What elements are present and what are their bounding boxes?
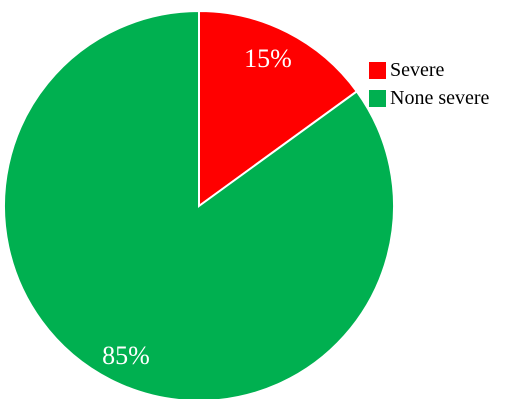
pie-slice-severe xyxy=(198,9,359,208)
slice-value-label-severe: 15% xyxy=(244,44,292,73)
legend-label-severe: Severe xyxy=(390,59,445,81)
legend-label-none-severe: None severe xyxy=(390,87,490,109)
legend-swatch-severe xyxy=(369,61,386,79)
legend-item-none-severe: None severe xyxy=(369,84,489,112)
pie-slice-none-severe xyxy=(3,9,395,399)
legend: Severe None severe xyxy=(369,56,489,112)
legend-swatch-none-severe xyxy=(369,89,386,107)
slice-value-label-none-severe: 85% xyxy=(102,341,150,370)
legend-item-severe: Severe xyxy=(369,56,489,84)
